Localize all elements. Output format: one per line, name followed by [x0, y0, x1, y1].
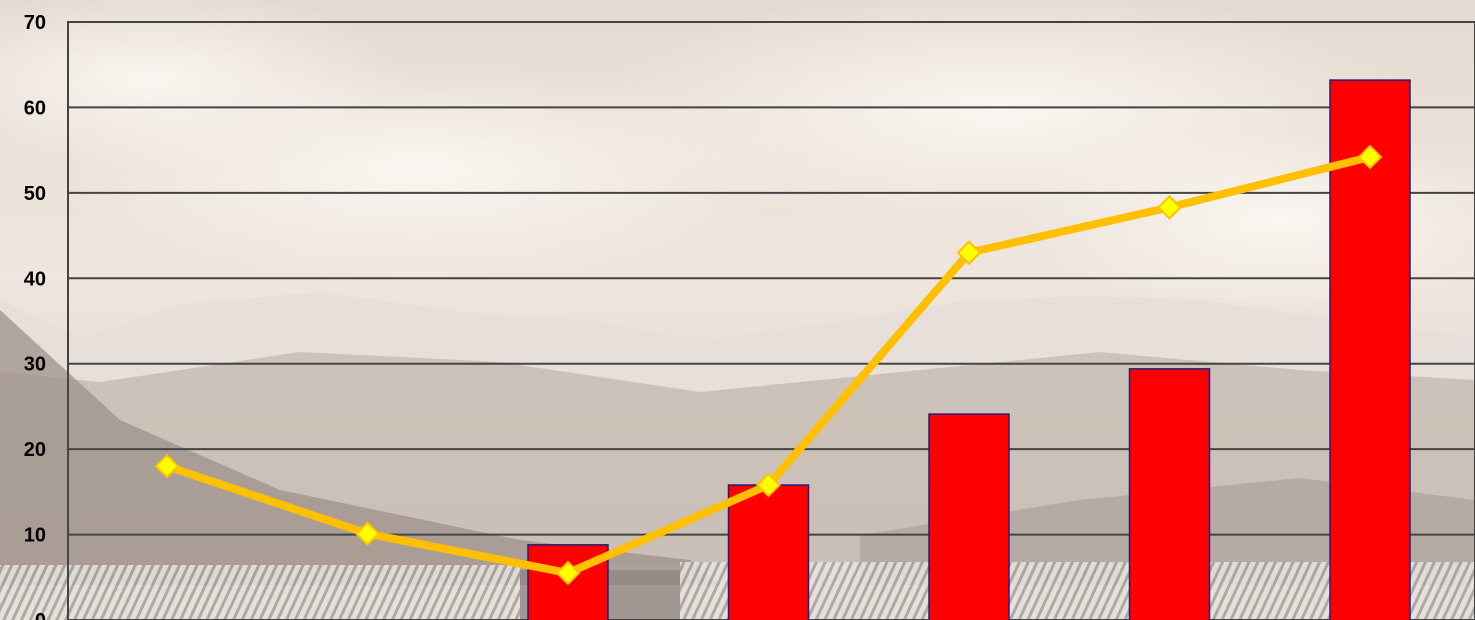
line-point: [956, 240, 982, 266]
line-point: [756, 472, 781, 498]
bar: [1128, 368, 1211, 620]
y-tick-label: 20: [24, 439, 46, 461]
bar: [727, 484, 810, 620]
line-point: [555, 560, 581, 586]
line-point: [154, 453, 180, 479]
line-point: [1157, 194, 1182, 220]
y-tick-label: 30: [24, 354, 46, 376]
y-tick-label: 0: [35, 610, 46, 620]
y-axis: 0 10 20 30 40 50 60 70: [24, 12, 46, 620]
y-tick-label: 40: [24, 268, 46, 290]
y-tick-label: 10: [24, 525, 46, 547]
line-series: [154, 144, 1383, 586]
line-point: [355, 521, 380, 547]
gridlines: [67, 21, 1475, 620]
y-tick-label: 70: [24, 12, 46, 34]
bar: [928, 413, 1010, 620]
y-tick-label: 50: [24, 183, 46, 205]
y-tick-label: 60: [24, 97, 46, 119]
line-point: [1357, 144, 1383, 170]
bar: [1329, 79, 1411, 620]
